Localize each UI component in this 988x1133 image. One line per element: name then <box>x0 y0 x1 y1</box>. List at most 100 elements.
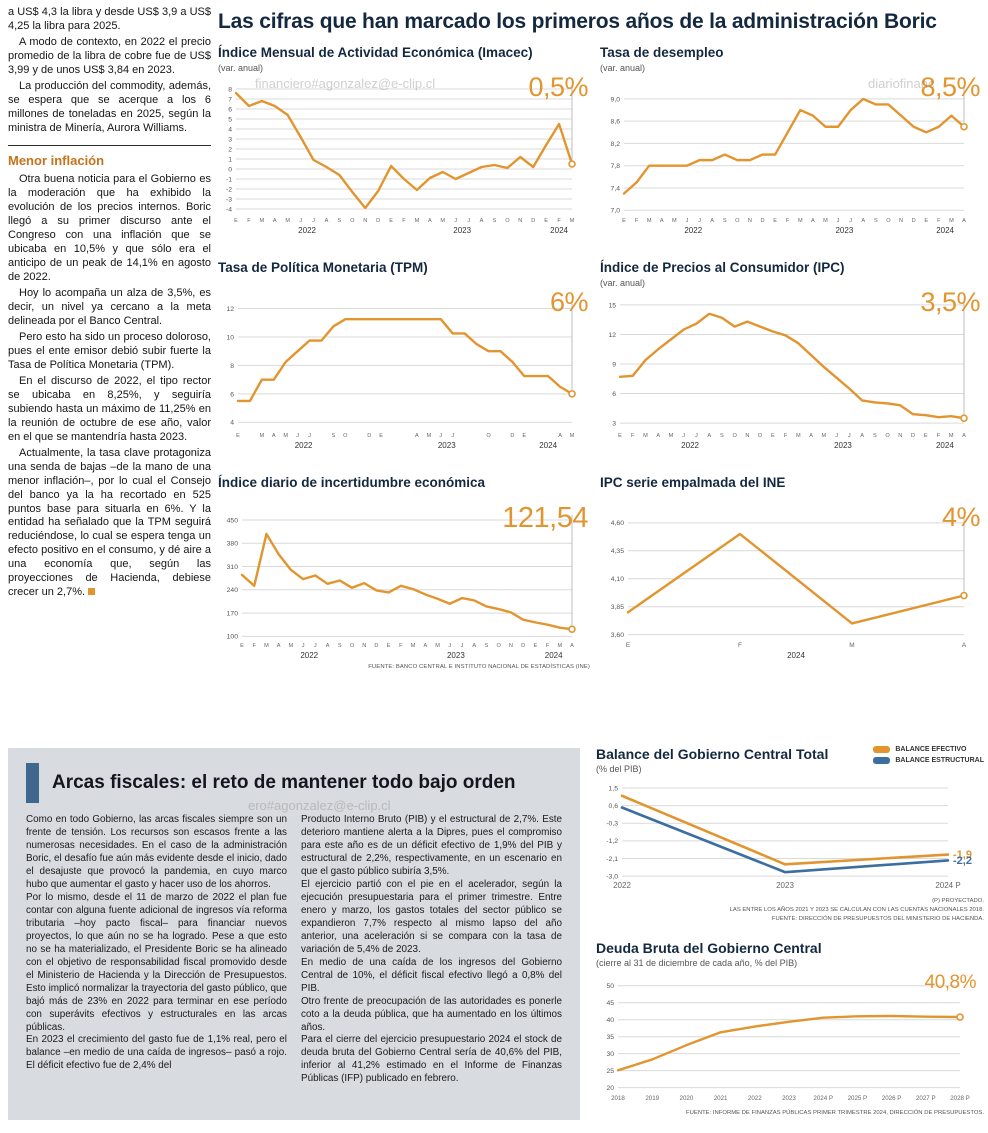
svg-text:J: J <box>461 643 464 649</box>
svg-text:M: M <box>283 433 288 439</box>
svg-text:50: 50 <box>606 983 614 990</box>
svg-text:8,6: 8,6 <box>611 118 621 125</box>
svg-text:2026 P: 2026 P <box>882 1095 902 1102</box>
svg-text:A: A <box>277 643 281 649</box>
svg-text:O: O <box>496 643 501 649</box>
svg-text:N: N <box>898 433 902 439</box>
svg-text:M: M <box>823 218 828 224</box>
svg-text:2022: 2022 <box>684 226 702 235</box>
svg-text:F: F <box>786 218 790 224</box>
svg-text:2024: 2024 <box>550 226 568 235</box>
svg-text:J: J <box>837 218 840 224</box>
fiscal-paragraph: Otro frente de preocupación de las autor… <box>301 995 562 1033</box>
svg-text:S: S <box>338 643 342 649</box>
svg-text:2020: 2020 <box>680 1095 694 1102</box>
svg-text:25: 25 <box>606 1068 614 1075</box>
chart-note: (P) PROYECTADO. <box>932 898 984 904</box>
svg-text:-1: -1 <box>226 176 232 183</box>
svg-text:A: A <box>428 218 432 224</box>
svg-text:35: 35 <box>606 1034 614 1041</box>
svg-text:D: D <box>510 433 514 439</box>
legend-swatch-efectivo <box>873 746 891 753</box>
fiscal-section: Arcas fiscales: el reto de mantener todo… <box>8 748 580 1120</box>
svg-text:M: M <box>411 643 416 649</box>
chart-source: FUENTE: BANCO CENTRAL E INSTITUTO NACION… <box>368 663 590 670</box>
svg-text:100: 100 <box>227 633 239 640</box>
article-paragraph: Hoy lo acompaña un alza de 3,5%, es deci… <box>8 286 211 327</box>
svg-text:7,4: 7,4 <box>611 185 621 192</box>
svg-text:M: M <box>643 433 648 439</box>
svg-text:A: A <box>809 433 813 439</box>
svg-text:J: J <box>686 218 689 224</box>
svg-text:-2,1: -2,1 <box>606 856 618 863</box>
svg-text:O: O <box>732 433 737 439</box>
chart-balance-gobierno: Balance del Gobierno Central Total BALAN… <box>596 746 984 924</box>
tpm-line-chart: 12 10 8 6 4 E M A M J J S O D E A M J J O D E A M 2022 2023 2024 <box>226 299 576 450</box>
chart-subtitle <box>218 278 590 290</box>
chart-subtitle: (cierre al 31 de diciembre de cada año, … <box>596 957 798 968</box>
chart-title: Índice de Precios al Consumidor (IPC) <box>600 259 845 275</box>
svg-text:S: S <box>720 433 724 439</box>
svg-text:2024: 2024 <box>539 441 557 450</box>
deuda-line-chart: 50 45 40 35 30 25 20 2018 2019 2020 2021 2022 2023 20… <box>606 983 969 1102</box>
svg-text:1,5: 1,5 <box>609 785 619 792</box>
svg-text:E: E <box>240 643 244 649</box>
svg-text:J: J <box>698 218 701 224</box>
svg-text:4: 4 <box>228 126 232 133</box>
svg-text:M: M <box>285 218 290 224</box>
fiscal-paragraph: En 2023 el crecimiento del gasto fue de … <box>26 1034 287 1072</box>
svg-text:E: E <box>522 433 526 439</box>
svg-text:E: E <box>389 218 393 224</box>
svg-text:2024: 2024 <box>545 651 563 660</box>
svg-text:J: J <box>314 643 317 649</box>
svg-text:F: F <box>784 433 788 439</box>
svg-text:8: 8 <box>228 86 232 93</box>
svg-text:S: S <box>332 433 336 439</box>
svg-text:M: M <box>570 433 575 439</box>
fiscal-paragraph: Producto Interno Bruto (PIB) y el estruc… <box>301 814 562 877</box>
svg-text:F: F <box>546 643 550 649</box>
svg-text:2024 P: 2024 P <box>935 881 960 890</box>
svg-text:A: A <box>811 218 815 224</box>
article-paragraph: En el discurso de 2022, el tipo rector s… <box>8 374 211 443</box>
svg-text:4: 4 <box>230 419 234 426</box>
article-text: Actualmente, la tasa clave protagoniza u… <box>8 446 211 599</box>
svg-text:M: M <box>647 218 652 224</box>
svg-text:D: D <box>367 433 371 439</box>
svg-text:2022: 2022 <box>298 226 316 235</box>
svg-text:N: N <box>745 433 749 439</box>
svg-text:A: A <box>860 433 864 439</box>
chart-note: FUENTE: INFORME DE FINANZAS PÚBLICAS PRI… <box>686 1109 984 1116</box>
svg-text:2023: 2023 <box>782 1095 796 1102</box>
svg-text:O: O <box>343 433 348 439</box>
svg-text:240: 240 <box>227 587 239 594</box>
chart-big-value: 121,54 <box>502 501 588 534</box>
svg-text:6: 6 <box>228 106 232 113</box>
svg-text:E: E <box>379 433 383 439</box>
svg-text:M: M <box>427 433 432 439</box>
svg-text:S: S <box>485 643 489 649</box>
svg-text:J: J <box>451 433 454 439</box>
svg-text:M: M <box>289 643 294 649</box>
svg-text:A: A <box>325 218 329 224</box>
svg-text:M: M <box>260 433 265 439</box>
svg-text:9: 9 <box>612 361 616 368</box>
svg-text:A: A <box>962 642 967 649</box>
svg-text:2024: 2024 <box>936 441 954 450</box>
svg-text:2027 P: 2027 P <box>916 1095 936 1102</box>
svg-text:-3,0: -3,0 <box>606 873 618 880</box>
svg-text:170: 170 <box>227 610 239 617</box>
svg-text:A: A <box>558 433 562 439</box>
svg-text:D: D <box>374 643 378 649</box>
svg-text:45: 45 <box>606 1000 614 1007</box>
svg-text:J: J <box>467 218 470 224</box>
svg-text:O: O <box>735 218 740 224</box>
svg-text:3: 3 <box>228 136 232 143</box>
svg-text:A: A <box>272 433 276 439</box>
chart-title: IPC serie empalmada del INE <box>600 474 786 490</box>
svg-text:A: A <box>962 218 966 224</box>
svg-text:7,8: 7,8 <box>611 163 621 170</box>
svg-text:D: D <box>758 433 762 439</box>
